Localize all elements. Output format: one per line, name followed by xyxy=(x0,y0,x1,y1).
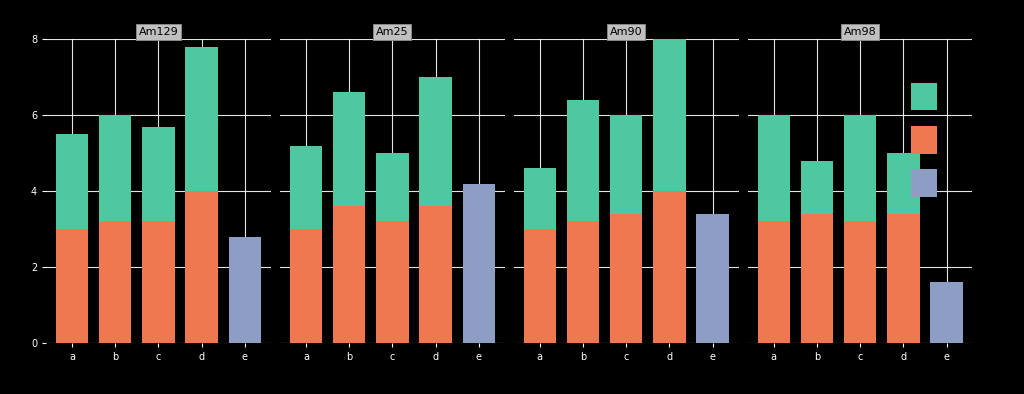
Bar xyxy=(931,290,963,343)
Bar xyxy=(610,115,642,214)
Bar xyxy=(290,229,323,343)
Bar xyxy=(185,191,218,343)
Bar xyxy=(290,145,323,229)
Bar xyxy=(567,221,599,343)
Bar xyxy=(887,153,920,214)
Bar xyxy=(99,115,131,221)
Bar xyxy=(610,214,642,343)
Bar xyxy=(653,191,686,343)
Bar xyxy=(376,153,409,221)
Bar xyxy=(333,93,366,206)
Bar xyxy=(333,206,366,343)
Bar xyxy=(419,77,452,206)
Bar xyxy=(758,115,790,221)
Bar xyxy=(567,100,599,221)
Bar xyxy=(844,221,877,343)
Bar xyxy=(801,161,834,214)
Bar xyxy=(376,221,409,343)
Bar xyxy=(931,282,963,343)
Bar xyxy=(228,236,261,343)
Bar xyxy=(696,214,729,343)
Bar xyxy=(801,214,834,343)
Bar xyxy=(55,229,88,343)
Bar xyxy=(653,9,686,191)
Bar xyxy=(523,168,556,229)
Bar xyxy=(758,221,790,343)
Bar xyxy=(419,206,452,343)
Bar xyxy=(185,47,218,191)
Title: Am25: Am25 xyxy=(376,27,409,37)
Title: Am90: Am90 xyxy=(610,27,642,37)
Bar xyxy=(844,115,877,221)
Title: Am98: Am98 xyxy=(844,27,877,37)
Bar xyxy=(142,221,175,343)
Bar xyxy=(887,214,920,343)
Bar xyxy=(99,221,131,343)
Bar xyxy=(55,134,88,229)
Bar xyxy=(142,126,175,221)
Bar xyxy=(463,184,495,343)
Bar xyxy=(523,229,556,343)
Title: Am129: Am129 xyxy=(138,27,178,37)
